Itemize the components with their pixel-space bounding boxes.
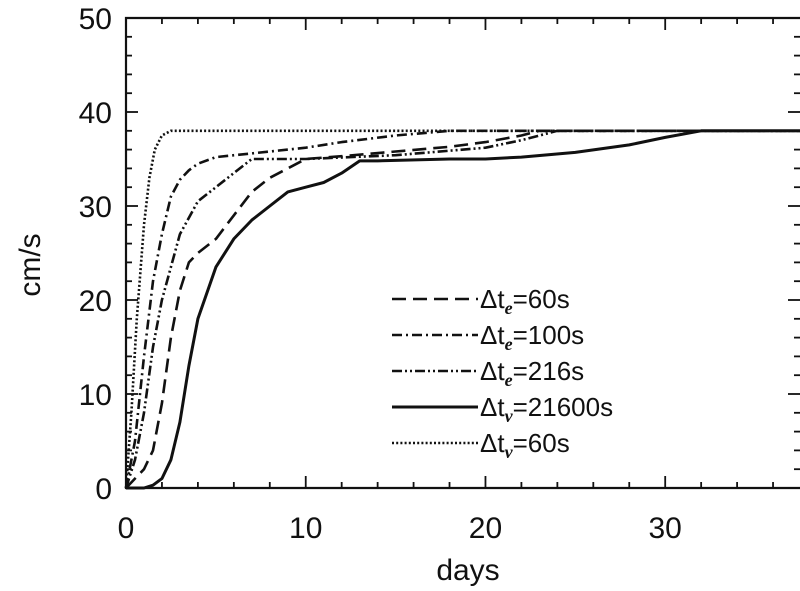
plot-frame (124, 16, 800, 490)
legend-label-3: Δte=216s (480, 356, 584, 390)
y-tick-label: 50 (79, 3, 112, 36)
y-tick-label: 20 (79, 285, 112, 318)
series-line-2 (124, 129, 800, 489)
x-tick-label: 30 (649, 512, 682, 545)
x-tick-label: 0 (118, 512, 135, 545)
y-axis-title: cm/s (14, 233, 47, 296)
axis-ticks (125, 17, 800, 489)
series-line-5 (124, 129, 800, 489)
legend-label-1: Δte=60s (480, 284, 570, 318)
tick-labels: 0 10 20 30 0 10 20 30 40 50 (79, 3, 682, 545)
legend-label-2: Δte=100s (480, 320, 584, 354)
y-tick-label: 40 (79, 97, 112, 130)
series-line-4 (126, 129, 800, 490)
axes-frame (124, 16, 800, 490)
y-tick-label: 0 (95, 473, 112, 506)
x-tick-label: 10 (289, 512, 322, 545)
series-layer (124, 129, 800, 490)
x-tick-label: 20 (469, 512, 502, 545)
series-line-3 (124, 129, 800, 489)
x-axis-title: days (436, 554, 499, 587)
series-line-1 (125, 129, 800, 489)
legend-label-5: Δtv=60s (480, 428, 570, 462)
y-tick-label: 30 (79, 191, 112, 224)
y-tick-label: 10 (79, 379, 112, 412)
legend-label-4: Δtv=21600s (480, 392, 613, 426)
